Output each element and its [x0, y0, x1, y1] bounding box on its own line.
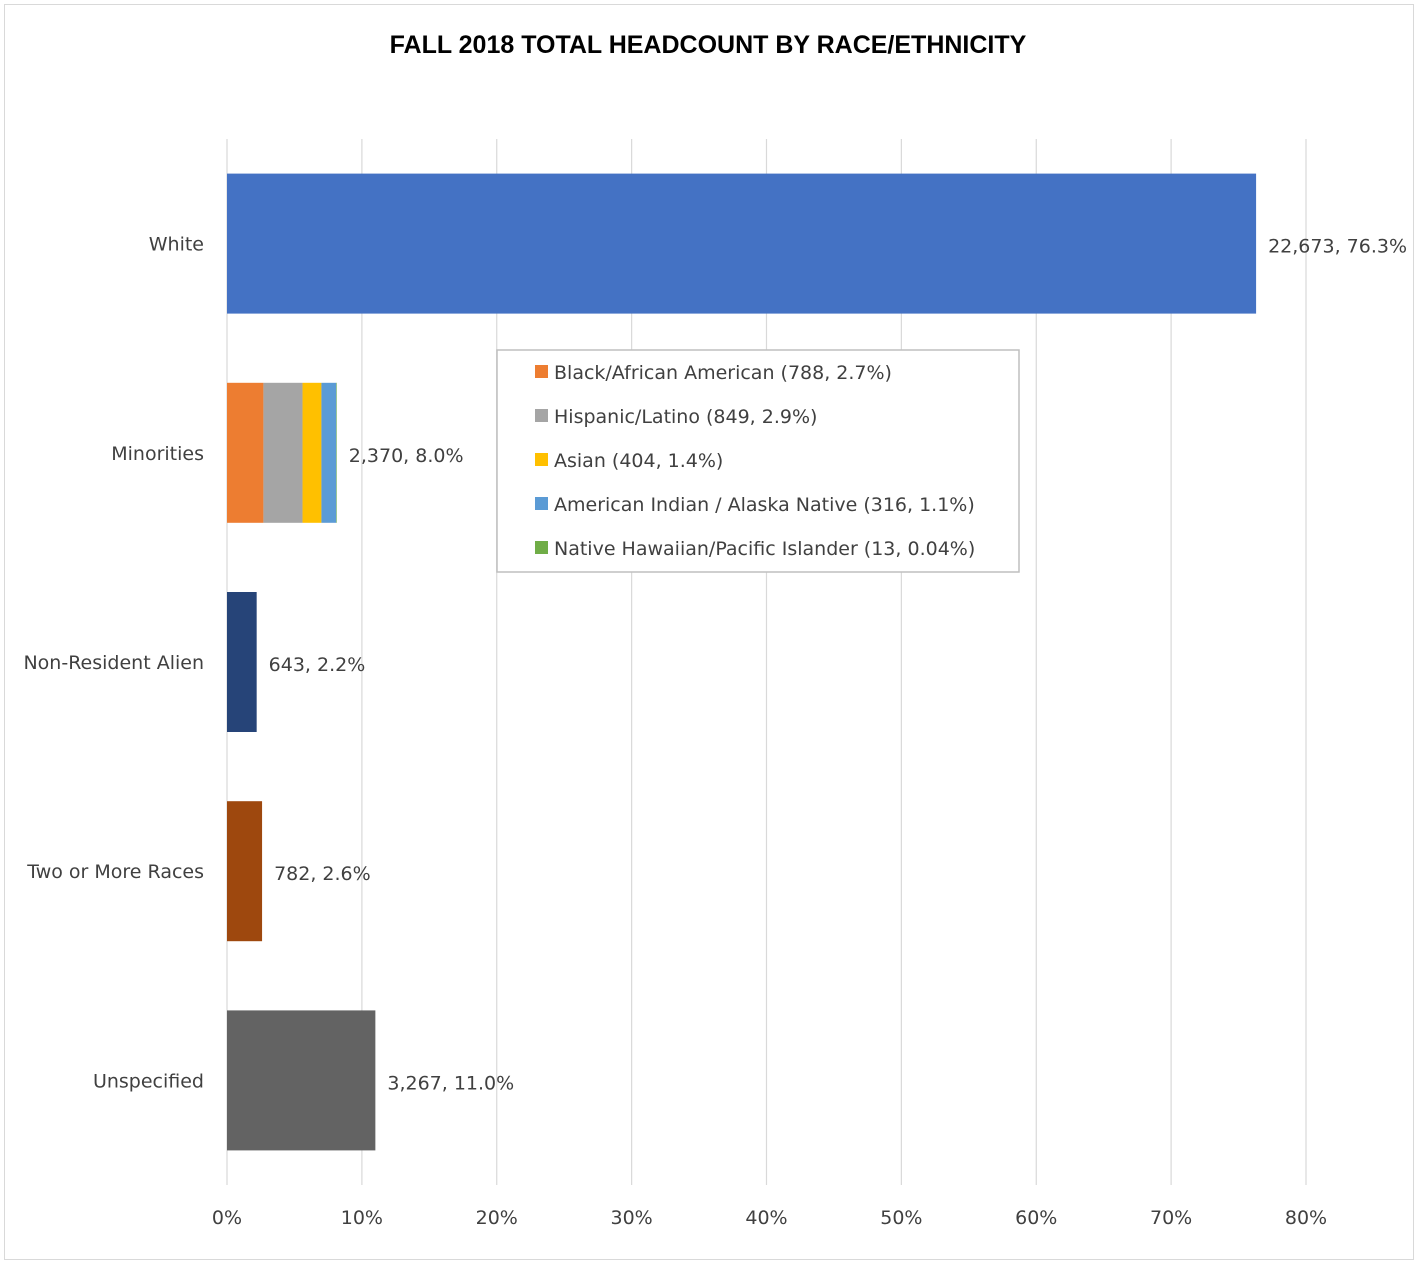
bar-segment	[263, 382, 303, 523]
category-label: Minorities	[111, 443, 204, 465]
bar-segment	[227, 173, 1257, 314]
chart-title: FALL 2018 TOTAL HEADCOUNT BY RACE/ETHNIC…	[390, 31, 1027, 59]
category-label: White	[149, 234, 204, 256]
x-tick-label: 30%	[611, 1207, 653, 1229]
legend-label: American Indian / Alaska Native (316, 1.…	[554, 494, 975, 516]
x-tick-label: 70%	[1150, 1207, 1192, 1229]
category-label: Unspecified	[93, 1070, 204, 1092]
x-tick-label: 0%	[212, 1207, 242, 1229]
bars	[227, 173, 1257, 1151]
legend-box	[496, 349, 1020, 573]
bar-segment	[227, 592, 257, 732]
legend-swatch	[535, 365, 548, 378]
bar-segment	[321, 382, 337, 523]
x-tick-label: 50%	[880, 1207, 922, 1229]
data-label: 22,673, 76.3%	[1268, 236, 1407, 258]
data-label: 3,267, 11.0%	[387, 1072, 514, 1094]
legend-swatch	[535, 409, 548, 422]
data-label: 643, 2.2%	[269, 654, 366, 676]
category-label: Two or More Races	[26, 861, 204, 883]
legend: Black/African American (788, 2.7%) Hispan…	[496, 349, 1020, 573]
x-tick-label: 10%	[341, 1207, 383, 1229]
x-tick-label: 60%	[1015, 1207, 1057, 1229]
bar-segment	[302, 382, 322, 523]
data-label: 782, 2.6%	[274, 863, 371, 885]
legend-swatch	[535, 497, 548, 510]
legend-swatch	[535, 453, 548, 466]
labels: 0% 10% 20% 30% 40% 50% 60% 70% 80% White 22,673, 7…	[23, 234, 1407, 1229]
bar-segment	[227, 1010, 376, 1151]
bar-segment	[336, 382, 337, 523]
data-label: 2,370, 8.0%	[349, 445, 464, 467]
legend-label: Asian (404, 1.4%)	[554, 450, 723, 472]
legend-label: Native Hawaiian/Pacific Islander (13, 0.…	[554, 538, 975, 560]
legend-label: Black/African American (788, 2.7%)	[554, 362, 892, 384]
category-label: Non-Resident Alien	[23, 652, 204, 674]
bar-segment	[227, 382, 264, 523]
x-tick-label: 20%	[476, 1207, 518, 1229]
legend-swatch	[535, 541, 548, 554]
legend-label: Hispanic/Latino (849, 2.9%)	[554, 406, 817, 428]
x-tick-label: 40%	[745, 1207, 787, 1229]
bar-segment	[227, 801, 263, 942]
x-tick-label: 80%	[1285, 1207, 1327, 1229]
